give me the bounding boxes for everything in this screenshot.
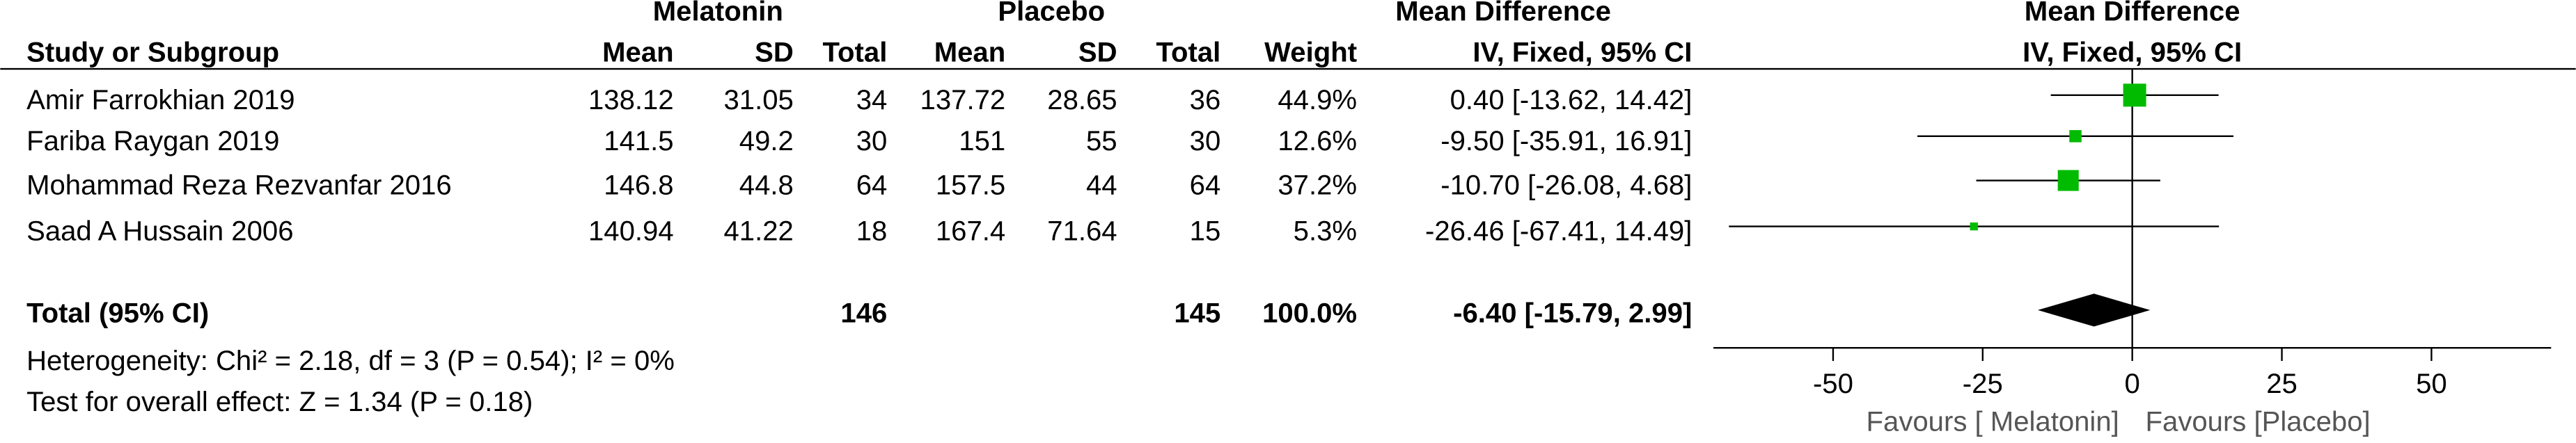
- cell: 15: [1190, 216, 1221, 247]
- cell: 151: [959, 126, 1005, 156]
- total-exp: 146: [840, 298, 887, 329]
- column-header: SD: [1078, 37, 1117, 67]
- effect-label: 0.40 [-13.62, 14.42]: [1450, 85, 1693, 115]
- effect-label: -26.46 [-67.41, 14.49]: [1425, 216, 1692, 247]
- column-header: Weight: [1264, 37, 1357, 67]
- group-header: Melatonin: [653, 0, 783, 26]
- weight: 44.9%: [1278, 85, 1357, 115]
- note: Heterogeneity: Chi² = 2.18, df = 3 (P = …: [26, 346, 675, 376]
- cell: 146.8: [604, 170, 673, 201]
- cell: 138.12: [588, 85, 674, 115]
- cell: 137.72: [920, 85, 1006, 115]
- cell: 18: [856, 216, 888, 247]
- study-name: Mohammad Reza Rezvanfar 2016: [26, 170, 452, 201]
- weight: 5.3%: [1294, 216, 1357, 247]
- cell: 44.8: [739, 170, 794, 201]
- x-label-left: Favours [ Melatonin]: [1867, 406, 2119, 437]
- column-subheader: IV, Fixed, 95% CI: [1472, 37, 1692, 67]
- cell: 28.65: [1047, 85, 1117, 115]
- weight: 12.6%: [1278, 126, 1357, 156]
- effect-square: [2069, 130, 2082, 143]
- note: Test for overall effect: Z = 1.34 (P = 0…: [26, 387, 533, 417]
- cell: 71.64: [1047, 216, 1117, 247]
- cell: 30: [856, 126, 888, 156]
- cell: 140.94: [588, 216, 674, 247]
- total-weight: 100.0%: [1262, 298, 1357, 329]
- cell: 49.2: [739, 126, 794, 156]
- column-header: Mean: [602, 37, 674, 67]
- chart-title: Mean Difference: [2025, 0, 2240, 26]
- total-ctrl: 145: [1174, 298, 1220, 329]
- column-header: Mean Difference: [1395, 0, 1611, 26]
- column-header: Mean: [934, 37, 1006, 67]
- cell: 167.4: [936, 216, 1005, 247]
- effect-square: [1970, 222, 1978, 231]
- column-header: SD: [755, 37, 794, 67]
- total-diamond: [2037, 293, 2151, 327]
- cell: 30: [1190, 126, 1221, 156]
- column-header: Total: [823, 37, 888, 67]
- group-header: Placebo: [998, 0, 1105, 26]
- cell: 44: [1086, 170, 1117, 201]
- total-effect: -6.40 [-15.79, 2.99]: [1453, 298, 1692, 329]
- cell: 64: [1190, 170, 1221, 201]
- cell: 34: [856, 85, 888, 115]
- cell: 36: [1190, 85, 1221, 115]
- weight: 37.2%: [1278, 170, 1357, 201]
- study-name: Amir Farrokhian 2019: [26, 85, 295, 115]
- study-name: Saad A Hussain 2006: [26, 216, 293, 247]
- cell: 64: [856, 170, 888, 201]
- effect-label: -9.50 [-35.91, 16.91]: [1440, 126, 1692, 156]
- cell: 157.5: [936, 170, 1005, 201]
- study-name: Fariba Raygan 2019: [26, 126, 279, 156]
- cell: 141.5: [604, 126, 673, 156]
- column-header: Study or Subgroup: [26, 37, 279, 67]
- x-tick-label: -50: [1813, 369, 1853, 399]
- x-label-right: Favours [Placebo]: [2146, 406, 2371, 437]
- effect-square: [2123, 83, 2146, 107]
- effect-label: -10.70 [-26.08, 4.68]: [1440, 170, 1692, 201]
- column-header: Total: [1156, 37, 1220, 67]
- chart-subtitle: IV, Fixed, 95% CI: [2023, 37, 2242, 67]
- x-tick-label: 25: [2266, 369, 2298, 399]
- x-tick-label: 0: [2125, 369, 2140, 399]
- cell: 55: [1086, 126, 1117, 156]
- cell: 41.22: [724, 216, 794, 247]
- effect-square: [2057, 170, 2079, 191]
- x-tick-label: 50: [2416, 369, 2447, 399]
- x-tick-label: -25: [1963, 369, 2003, 399]
- cell: 31.05: [724, 85, 794, 115]
- total-label: Total (95% CI): [26, 298, 209, 329]
